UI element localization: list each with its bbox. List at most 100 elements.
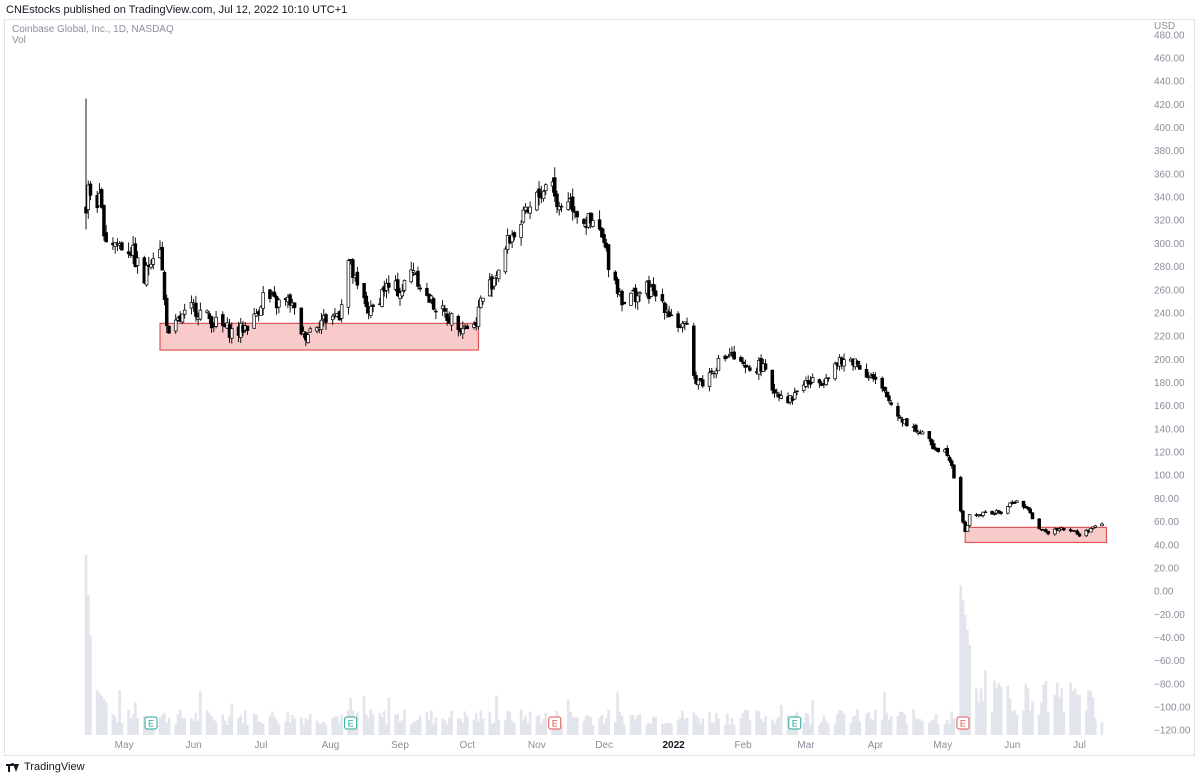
volume-bar (732, 724, 736, 735)
candle-body (889, 402, 893, 405)
volume-bar (387, 697, 391, 735)
candle-body (602, 234, 606, 243)
footer-branding[interactable]: TradingView (6, 760, 85, 774)
volume-bar (259, 722, 263, 735)
volume-bar (477, 721, 480, 735)
volume-legend[interactable]: Vol (12, 35, 26, 46)
volume-bar (874, 709, 877, 735)
volume-bar (479, 710, 483, 735)
time-axis[interactable]: May Jun Jul Aug Sep Oct Nov Dec 2022 Feb Mar Apr May… (115, 740, 1086, 751)
symbol-legend[interactable]: Coinbase Global, Inc., 1D, NASDAQ (12, 24, 174, 35)
candle-body (983, 511, 988, 514)
candle-body (355, 271, 360, 286)
volume-bar (333, 716, 337, 735)
volume-bar (1062, 711, 1066, 735)
candle-body (887, 395, 891, 402)
y-tick-label: 340.00 (1154, 193, 1185, 204)
candle-body (523, 206, 528, 211)
candle-body (665, 309, 669, 313)
volume-bar (84, 555, 88, 735)
candle-body (512, 232, 517, 238)
volume-bar (645, 724, 649, 735)
candle-body (680, 323, 685, 328)
volume-bar (871, 720, 875, 735)
candle-body (833, 363, 837, 380)
earnings-marker[interactable]: E (344, 716, 358, 730)
volume-bar (726, 713, 729, 735)
candle-body (716, 358, 721, 372)
candle-body (763, 363, 768, 370)
candle-body (770, 369, 775, 391)
candle-body (434, 310, 438, 313)
y-tick-label: 20.00 (1154, 563, 1179, 574)
candle-body (162, 271, 167, 300)
candle-body (319, 319, 324, 330)
candle-body (198, 309, 203, 320)
volume-bar (118, 689, 121, 735)
volume-bar (228, 715, 231, 735)
candle-body (535, 191, 539, 211)
volume-bar (963, 615, 967, 735)
x-tick-label: Dec (595, 740, 613, 751)
candle-body (1089, 528, 1093, 533)
y-tick-label: 460.00 (1154, 53, 1185, 64)
volume-bar (441, 718, 444, 735)
candle-body (209, 316, 214, 329)
candle-body (819, 383, 824, 386)
earnings-marker[interactable]: E (144, 716, 158, 730)
volume-bar (809, 724, 812, 735)
candle-body (620, 290, 624, 306)
volume-bar (634, 720, 637, 735)
volume-bar (1058, 697, 1061, 735)
volume-bar (636, 715, 640, 735)
candle-body (880, 377, 884, 389)
candle-body (160, 246, 165, 271)
volume-bar (822, 715, 826, 735)
volume-bar (898, 712, 902, 735)
published-line: CNEstocks published on TradingView.com, … (6, 4, 348, 16)
volume-bar (919, 719, 922, 735)
volume-bar (367, 717, 370, 735)
earnings-marker[interactable]: E (956, 716, 970, 730)
candle-body (1021, 500, 1026, 508)
volume-bar (398, 721, 402, 735)
volume-bar (277, 723, 281, 735)
volume-bar (113, 716, 117, 735)
volume-bar (896, 716, 900, 735)
earnings-marker-label: E (792, 719, 798, 729)
candle-body (214, 316, 218, 327)
volume-bar (842, 713, 846, 735)
volume-bar (243, 710, 247, 735)
volume-bar (1093, 718, 1097, 735)
candle-body (1093, 525, 1098, 528)
x-tick-label: Jun (186, 740, 202, 751)
x-tick-label: Apr (868, 740, 884, 751)
volume-bar (912, 709, 915, 735)
volume-bar (696, 717, 700, 735)
volume-bar (631, 714, 635, 735)
volume-bar (1010, 711, 1014, 735)
candle-body (1062, 528, 1066, 531)
volume-bar (1026, 688, 1030, 735)
candle-body (669, 314, 674, 317)
x-tick-label: Aug (322, 740, 340, 751)
candle-body (947, 456, 952, 461)
candle-body (597, 219, 602, 230)
earnings-marker[interactable]: E (788, 716, 802, 730)
candle-body (544, 184, 548, 191)
volume-bar (936, 723, 940, 735)
candle-body (855, 360, 860, 365)
candle-body (1026, 507, 1030, 510)
candle-body (927, 431, 932, 440)
candle-body (932, 443, 936, 450)
earnings-marker[interactable]: E (548, 716, 562, 730)
volume-bar (620, 715, 624, 735)
volume-bar (943, 723, 947, 735)
volume-bar (194, 713, 198, 735)
y-tick-label: 120.00 (1154, 448, 1185, 459)
y-tick-label: 60.00 (1154, 517, 1179, 528)
candle-body (660, 294, 665, 302)
